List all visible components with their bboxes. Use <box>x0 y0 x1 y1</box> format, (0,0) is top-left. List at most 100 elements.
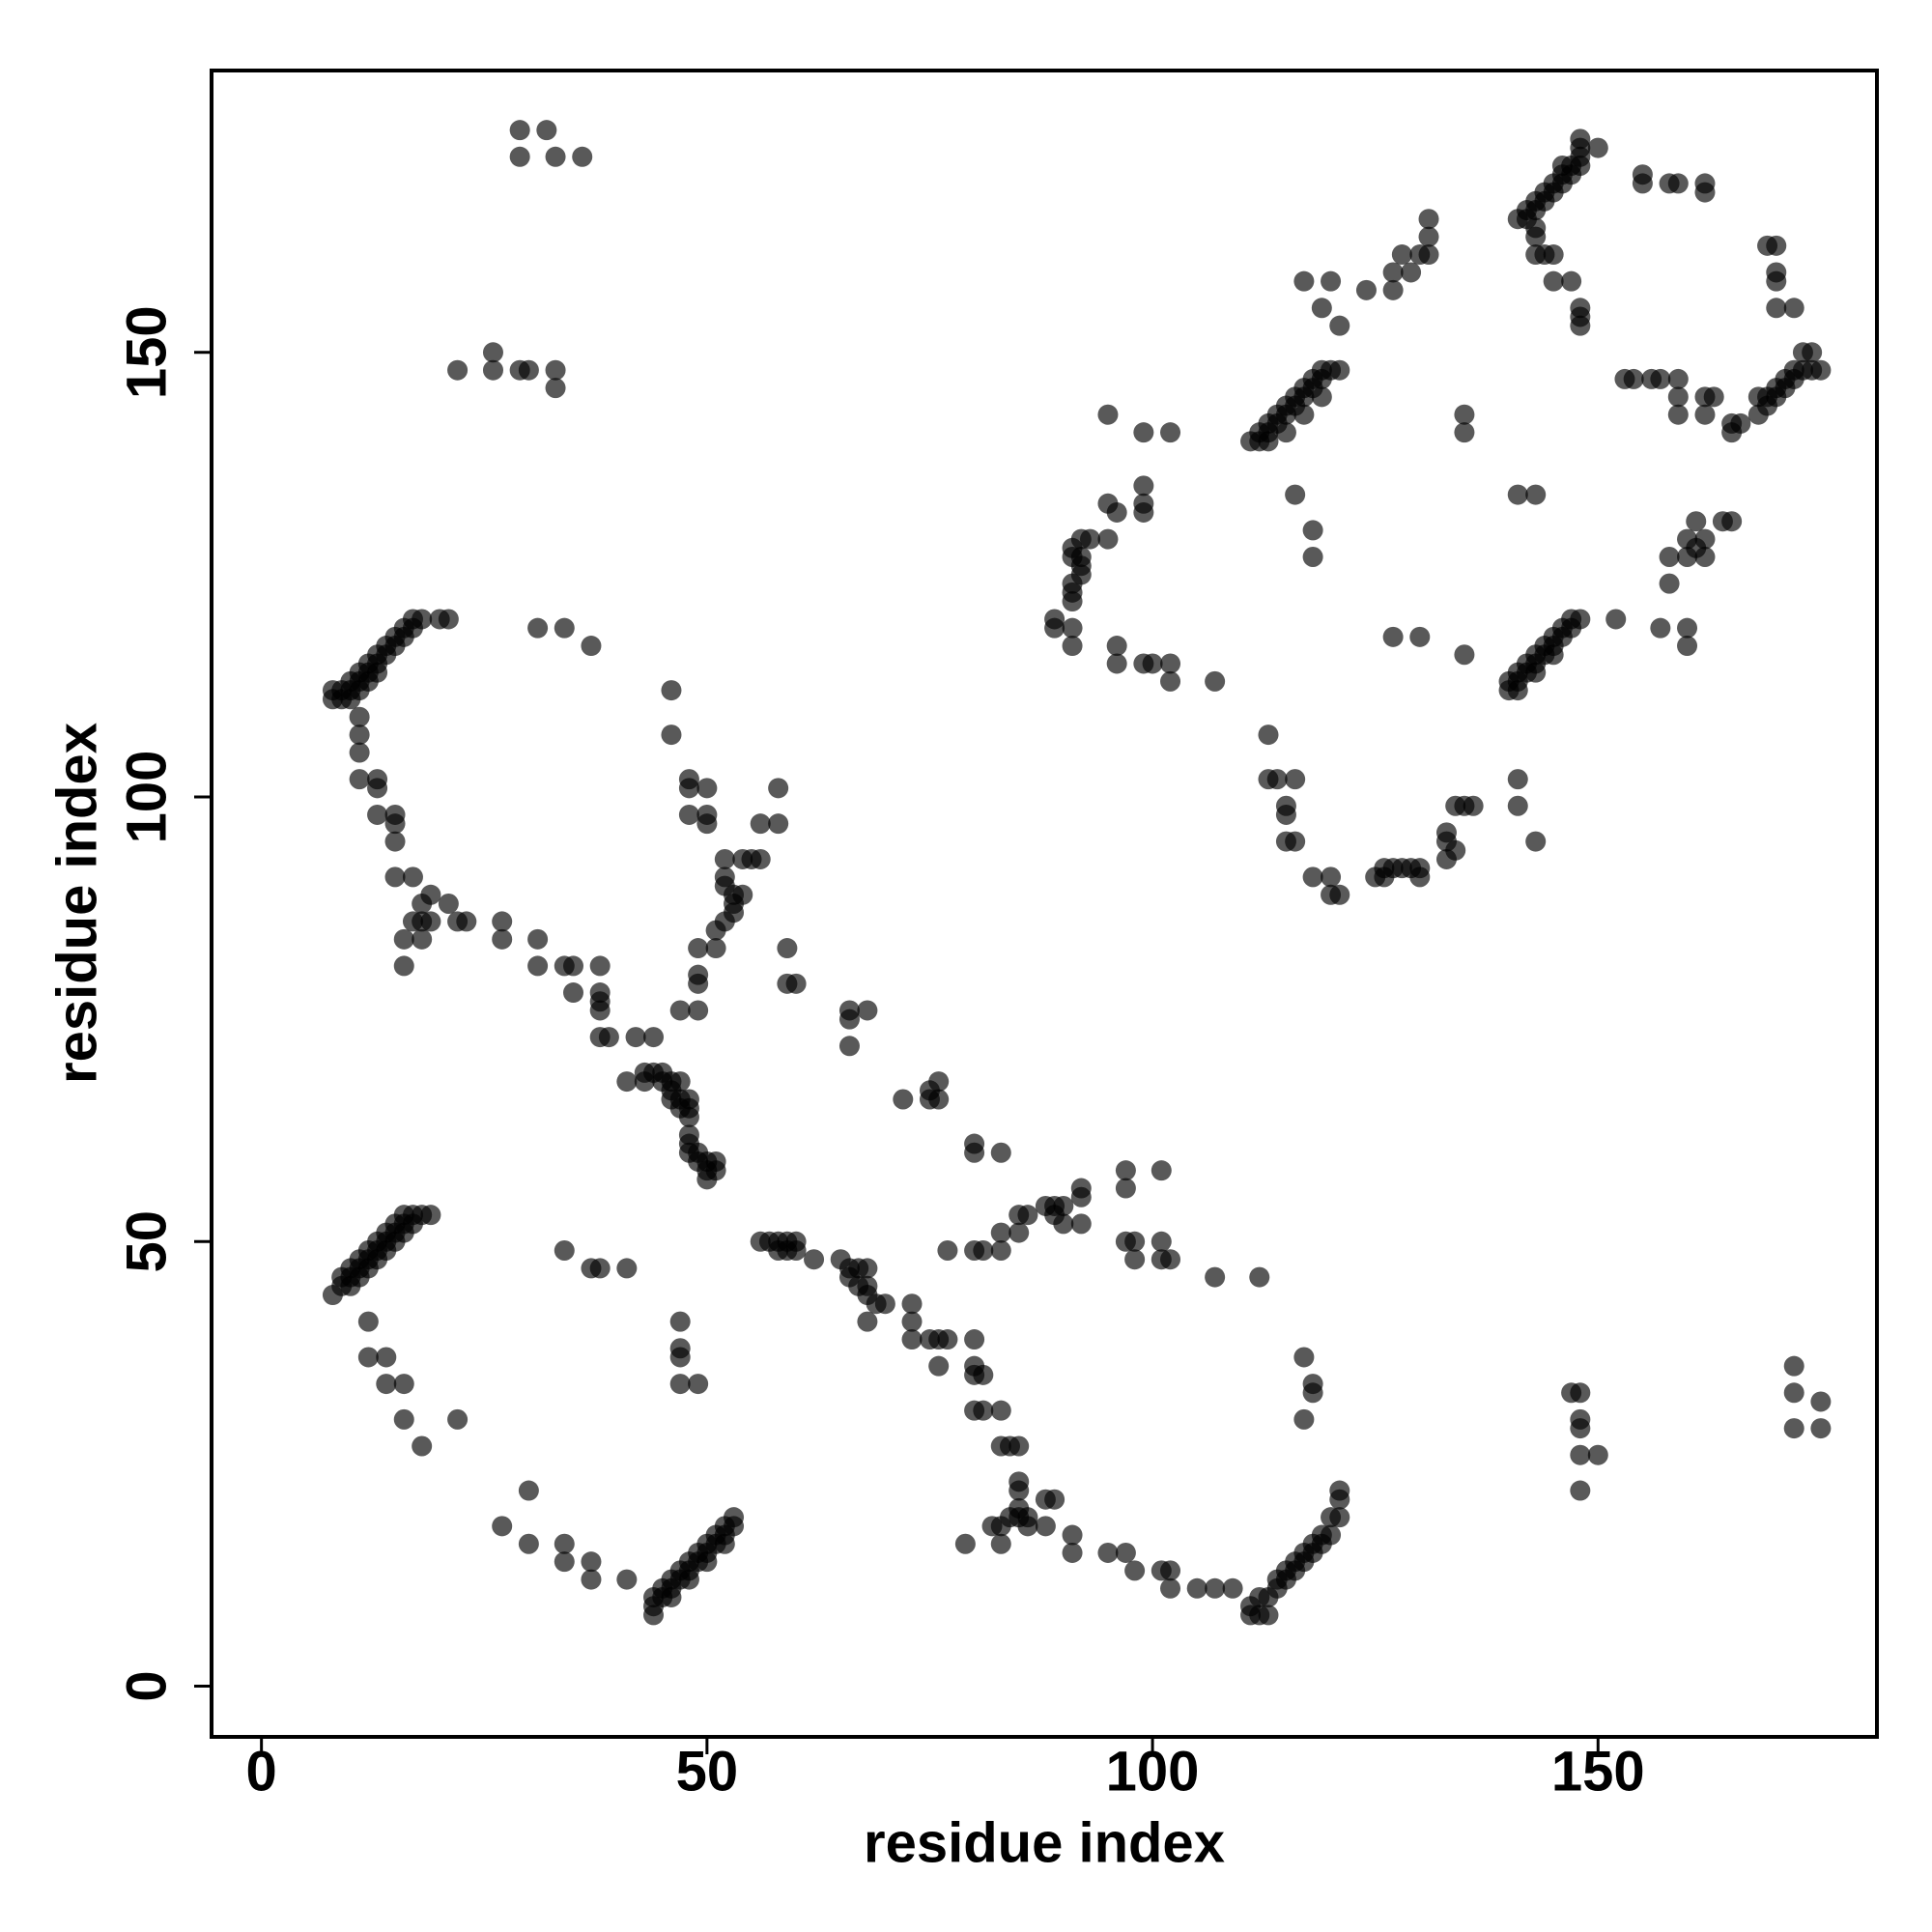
point <box>412 609 433 630</box>
point <box>1454 644 1475 666</box>
point <box>990 1222 1011 1243</box>
point <box>1721 422 1743 443</box>
point <box>838 1036 860 1057</box>
point <box>349 724 370 746</box>
point <box>581 1569 602 1590</box>
point <box>1062 617 1083 639</box>
point <box>625 1027 646 1048</box>
point <box>1677 617 1698 639</box>
point <box>1205 1266 1226 1288</box>
point <box>554 1239 575 1261</box>
point <box>1703 386 1724 408</box>
point <box>724 1507 745 1528</box>
point <box>714 848 735 869</box>
point <box>563 982 584 1004</box>
point <box>545 146 566 167</box>
point <box>492 1516 513 1537</box>
point <box>367 778 388 799</box>
point <box>1667 386 1689 408</box>
point <box>838 1009 860 1030</box>
point <box>688 1000 709 1021</box>
point <box>589 1258 611 1279</box>
point <box>973 1400 994 1421</box>
point <box>1667 173 1689 194</box>
point <box>527 617 549 639</box>
plot-frame <box>210 69 1879 1739</box>
point <box>1106 653 1127 674</box>
point <box>1435 848 1457 869</box>
point <box>1802 342 1823 363</box>
point <box>1009 1435 1030 1457</box>
point <box>554 1533 575 1554</box>
point <box>1080 528 1101 550</box>
point <box>1302 547 1323 568</box>
point <box>1124 1249 1146 1270</box>
point <box>669 1374 691 1395</box>
point <box>785 1231 807 1252</box>
x-tick-label: 50 <box>676 1740 739 1803</box>
point <box>1329 315 1350 336</box>
point <box>1418 209 1439 230</box>
point <box>447 1408 469 1430</box>
point <box>1454 404 1475 425</box>
point <box>1106 636 1127 657</box>
point <box>1124 1560 1146 1581</box>
point <box>1783 1418 1804 1439</box>
point <box>1667 368 1689 389</box>
point <box>492 911 513 932</box>
point <box>643 1605 665 1626</box>
point <box>1258 1605 1279 1626</box>
point <box>1391 244 1412 266</box>
point <box>857 1000 878 1021</box>
point <box>527 955 549 977</box>
point <box>1570 609 1591 630</box>
point <box>1507 769 1528 790</box>
point <box>1160 653 1181 674</box>
point <box>1605 609 1627 630</box>
point <box>482 342 503 363</box>
point <box>1258 431 1279 452</box>
point <box>1561 270 1582 292</box>
point <box>1062 636 1083 657</box>
point <box>518 359 539 381</box>
point <box>1570 1418 1591 1439</box>
point <box>545 359 566 381</box>
point <box>1525 217 1547 239</box>
point <box>1275 831 1296 852</box>
y-tick-label: 100 <box>115 751 178 844</box>
point <box>973 1239 994 1261</box>
point <box>1115 1178 1136 1199</box>
point <box>1382 279 1404 300</box>
point <box>1097 528 1119 550</box>
x-tick-label: 150 <box>1551 1740 1645 1803</box>
x-tick-label: 100 <box>1106 1740 1200 1803</box>
point <box>1667 404 1689 425</box>
point <box>661 680 682 701</box>
point <box>1694 182 1716 203</box>
point <box>518 1480 539 1501</box>
point <box>678 778 699 799</box>
point <box>696 778 718 799</box>
point <box>563 955 584 977</box>
point <box>1623 368 1644 389</box>
point <box>1401 262 1422 283</box>
point <box>1275 795 1296 816</box>
point <box>1329 1507 1350 1528</box>
point <box>1418 226 1439 247</box>
point <box>1810 359 1832 381</box>
point <box>1694 528 1716 550</box>
point <box>1525 662 1547 683</box>
point <box>1355 279 1377 300</box>
point <box>1766 270 1787 292</box>
point <box>1587 1444 1608 1465</box>
point <box>688 973 709 994</box>
point <box>750 813 771 835</box>
point <box>1160 422 1181 443</box>
point <box>1293 1347 1315 1368</box>
point <box>1142 653 1163 674</box>
point <box>1151 1231 1172 1252</box>
point <box>981 1516 1003 1537</box>
point <box>1747 386 1769 408</box>
point <box>1507 680 1528 701</box>
point <box>1186 1577 1208 1599</box>
